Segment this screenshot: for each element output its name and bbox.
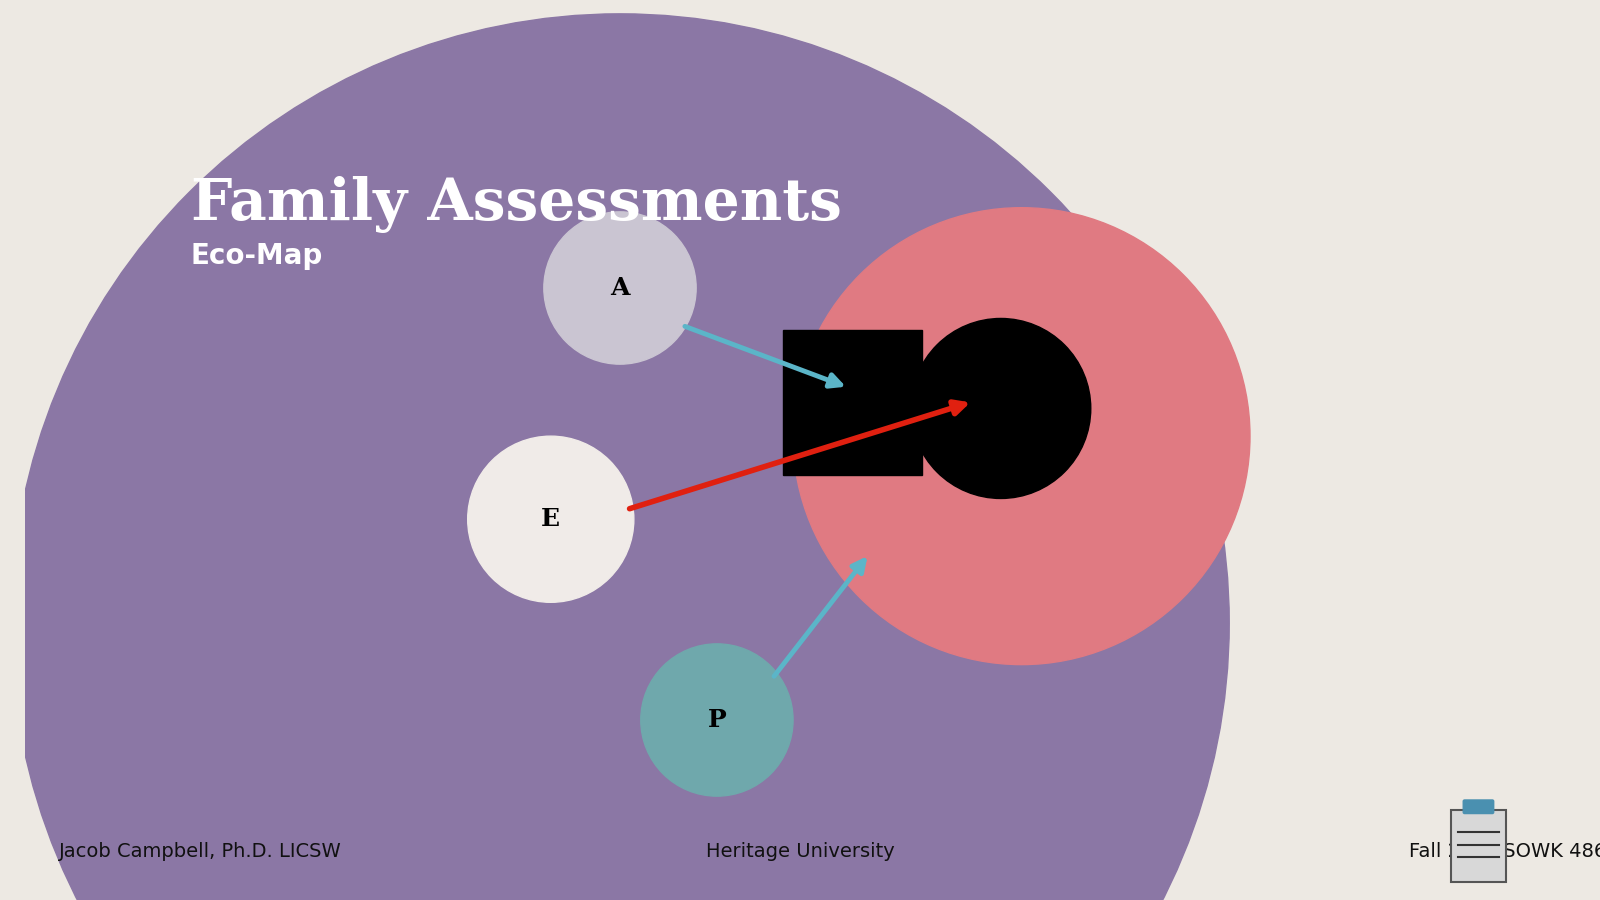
- Circle shape: [640, 644, 794, 796]
- Circle shape: [544, 212, 696, 364]
- Text: Fall 2023 SOWK 486w: Fall 2023 SOWK 486w: [1410, 842, 1600, 861]
- Text: Family Assessments: Family Assessments: [190, 176, 842, 233]
- Circle shape: [467, 436, 634, 602]
- Bar: [784, 329, 922, 475]
- Text: A: A: [610, 276, 630, 300]
- FancyBboxPatch shape: [1464, 800, 1494, 814]
- Text: P: P: [707, 708, 726, 732]
- Text: Jacob Campbell, Ph.D. LICSW: Jacob Campbell, Ph.D. LICSW: [59, 842, 342, 861]
- Circle shape: [910, 319, 1091, 499]
- Text: Heritage University: Heritage University: [706, 842, 894, 861]
- Text: E: E: [541, 508, 560, 531]
- FancyBboxPatch shape: [1451, 810, 1506, 882]
- Circle shape: [794, 208, 1250, 664]
- Circle shape: [11, 14, 1229, 900]
- Text: Eco-Map: Eco-Map: [190, 242, 323, 270]
